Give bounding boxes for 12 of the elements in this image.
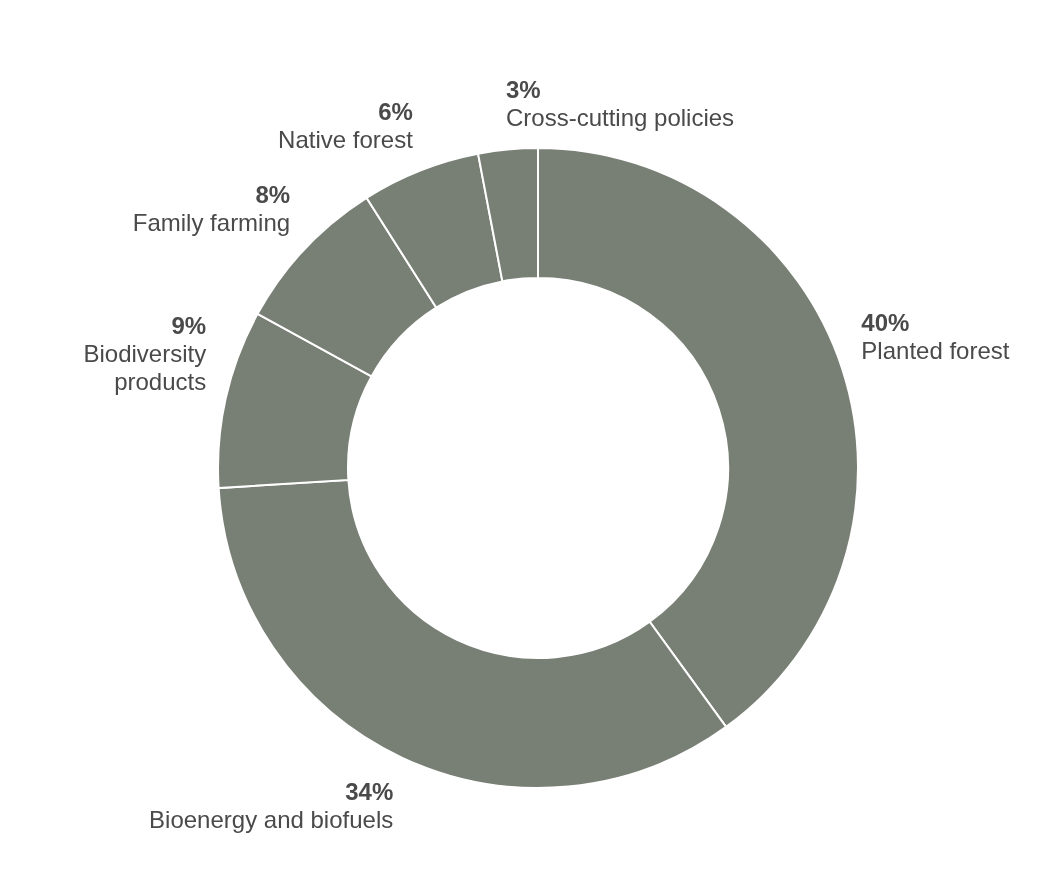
data-label: 9%	[171, 311, 207, 339]
slice-label: Bioenergy and biofuels	[149, 805, 394, 833]
slice-label: Cross-cutting policies	[506, 103, 735, 131]
slice-label: Planted forest	[861, 336, 1010, 364]
data-label: 8%	[255, 181, 291, 209]
data-label: 40%	[861, 308, 910, 336]
data-label: 3%	[506, 75, 541, 103]
data-label: 6%	[378, 97, 413, 125]
slice-label: Family farming	[132, 209, 291, 237]
slice-label: Native forest	[278, 125, 414, 153]
data-label: 34%	[345, 777, 394, 805]
slice-label: Biodiversity products	[83, 339, 207, 395]
